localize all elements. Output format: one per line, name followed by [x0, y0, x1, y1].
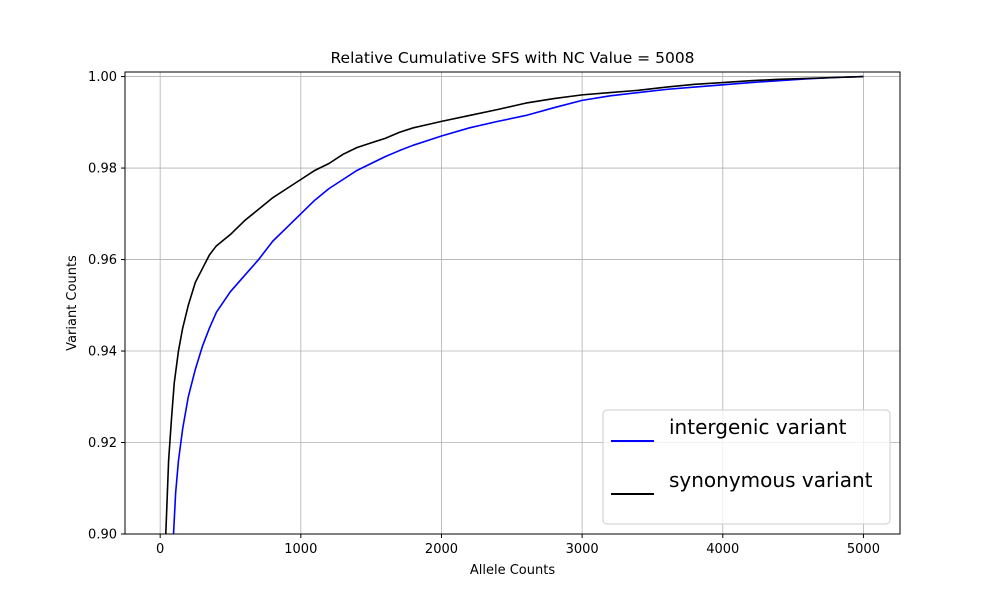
series-lines [164, 75, 864, 535]
y-tick-label: 0.98 [88, 162, 117, 177]
legend: intergenic variant synonymous variant [602, 409, 891, 525]
x-tick-label: 4000 [706, 542, 739, 557]
x-tick-label: 2000 [425, 542, 458, 557]
chart-title: Relative Cumulative SFS with NC Value = … [330, 49, 694, 67]
x-tick-label: 0 [156, 542, 164, 557]
series-line-synonymous-variant [164, 75, 864, 535]
y-axis-label: Variant Counts [65, 255, 80, 351]
y-tick-label: 1.00 [88, 70, 117, 85]
series-line-intergenic-variant [172, 75, 864, 535]
legend-label: intergenic variant [669, 415, 847, 439]
y-tick-label: 0.90 [88, 528, 117, 543]
x-axis-label: Allele Counts [470, 563, 555, 578]
y-tick-label: 0.92 [88, 436, 117, 451]
y-tick-label: 0.96 [88, 253, 117, 268]
y-tick-label: 0.94 [88, 345, 117, 360]
axis-ticks: 0 1000 2000 3000 4000 5000 0.90 0.92 0.94 0.96 0.9… [88, 70, 880, 557]
plot-frame [124, 71, 901, 535]
legend-box [602, 409, 891, 525]
legend-label: synonymous variant [669, 468, 873, 492]
x-tick-label: 1000 [284, 542, 317, 557]
x-tick-label: 3000 [566, 542, 599, 557]
x-tick-label: 5000 [847, 542, 880, 557]
